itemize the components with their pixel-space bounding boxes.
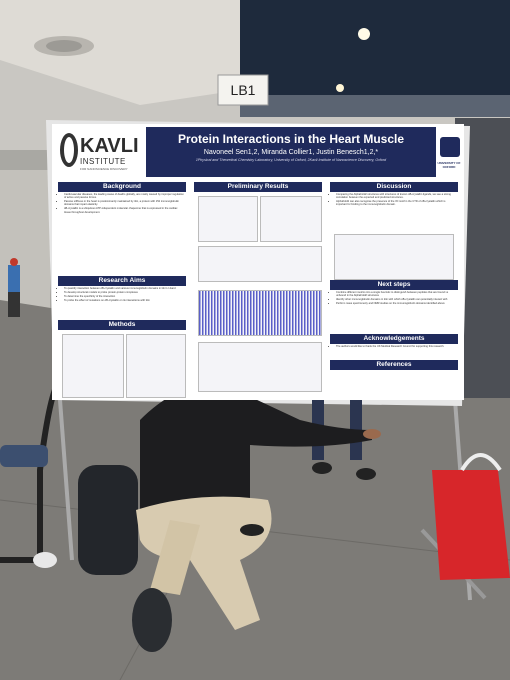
- sweater: [140, 385, 372, 520]
- section: BackgroundCardiovascular diseases, the l…: [58, 182, 186, 215]
- ceiling-dark: [240, 0, 510, 100]
- shoe: [132, 588, 172, 652]
- section: Methods: [58, 320, 186, 330]
- section-body: Cardiovascular diseases, the leading cau…: [58, 192, 186, 214]
- vent: [46, 40, 82, 52]
- bullet: αB-crystallin is a ubiquitous ATP-indepe…: [64, 207, 184, 214]
- ceiling-panel: [0, 0, 240, 105]
- shoe: [356, 468, 376, 480]
- shoe: [240, 524, 264, 536]
- light: [358, 28, 370, 40]
- bullet: Identify other immunoglobulin domains in…: [336, 298, 456, 301]
- section: References: [330, 360, 458, 370]
- logo-mark: [60, 133, 78, 167]
- section: AcknowledgementsThe authors would like t…: [330, 334, 458, 349]
- logo-name: KAVLI: [80, 135, 139, 157]
- bystander-cap: [10, 258, 18, 266]
- section: DiscussionComparing the AlphaFold2 struc…: [330, 182, 458, 207]
- bag-handle: [460, 453, 502, 472]
- title-band: Protein Interactions in the Heart Muscle…: [146, 127, 436, 177]
- affiliations: 1Physical and Theoretical Chemistry Labo…: [195, 158, 387, 162]
- sign-board: [217, 74, 269, 106]
- section: Preliminary Results: [194, 182, 322, 192]
- shoe: [312, 462, 332, 474]
- bystander: [8, 265, 20, 293]
- section-heading: Acknowledgements: [330, 334, 458, 344]
- method-figure: [62, 334, 124, 398]
- section: Research AimsTo quantify interaction bet…: [58, 276, 186, 303]
- bullet: To determine the specificity of the inte…: [64, 295, 184, 298]
- result-plot: [260, 196, 322, 242]
- oxford-crest: [440, 137, 460, 157]
- section-heading: Next steps: [330, 280, 458, 290]
- method-figure: [126, 334, 186, 398]
- section-body: To quantify interaction between αB-cryst…: [58, 286, 186, 302]
- poster-title: Protein Interactions in the Heart Muscle: [177, 132, 405, 146]
- easel-leg: [58, 399, 74, 561]
- bullet: The authors would like to thank the UK M…: [336, 345, 456, 348]
- trousers: [150, 520, 200, 595]
- section: Next stepsCombine different metrics into…: [330, 280, 458, 306]
- backpack: [78, 465, 138, 575]
- chair-seat: [0, 445, 48, 467]
- result-plot: [198, 342, 322, 392]
- section-body: Combine different metrics into a single …: [330, 290, 458, 305]
- section-heading: Background: [58, 182, 186, 192]
- bag: [432, 470, 510, 580]
- hand: [363, 429, 381, 439]
- authors: Navoneel Sen1,2, Miranda Collier1, Justi…: [203, 149, 379, 156]
- truss: [240, 95, 510, 117]
- bullet: Perform mass spectrometry and NMR studie…: [336, 302, 456, 305]
- section-heading: Discussion: [330, 182, 458, 192]
- section-heading: References: [330, 360, 458, 370]
- result-structures: [198, 246, 322, 282]
- pillar: [0, 170, 50, 320]
- section-body: The authors would like to thank the UK M…: [330, 344, 458, 348]
- discussion-figure: [334, 234, 454, 280]
- logo-line: FOR NANOSCIENCE DISCOVERY: [80, 167, 128, 171]
- section-heading: Methods: [58, 320, 186, 330]
- result-plot: [198, 290, 322, 336]
- section-heading: Research Aims: [58, 276, 186, 286]
- bullet: Cardiovascular diseases, the leading cau…: [64, 193, 184, 200]
- cup: [33, 552, 57, 568]
- bullet: Combine different metrics into a single …: [336, 291, 456, 298]
- light: [336, 84, 344, 92]
- university: UNIVERSITY OF OXFORD: [437, 161, 461, 169]
- bullet: To quantify interaction between αB-cryst…: [64, 287, 184, 290]
- bullet: Comparing the AlphaFold2 structures with…: [336, 193, 456, 200]
- logo-line: INSTITUTE: [80, 157, 126, 166]
- bullet: Passive stiffness in the heart is predom…: [64, 200, 184, 207]
- poster: KAVLI INSTITUTE FOR NANOSCIENCE DISCOVER…: [52, 124, 464, 400]
- section-heading: Preliminary Results: [194, 182, 322, 192]
- bullet: To probe the effect of mutations on αB-c…: [64, 299, 184, 302]
- bullet: To develop structural models to probe pr…: [64, 291, 184, 294]
- bystander-legs: [8, 292, 20, 317]
- sign-text: LB1: [230, 82, 256, 98]
- poster-header: KAVLI INSTITUTE FOR NANOSCIENCE DISCOVER…: [54, 127, 462, 177]
- bullet: AlphaFold2 can also recognise the presen…: [336, 200, 456, 207]
- section-body: Comparing the AlphaFold2 structures with…: [330, 192, 458, 207]
- result-plot: [198, 196, 258, 242]
